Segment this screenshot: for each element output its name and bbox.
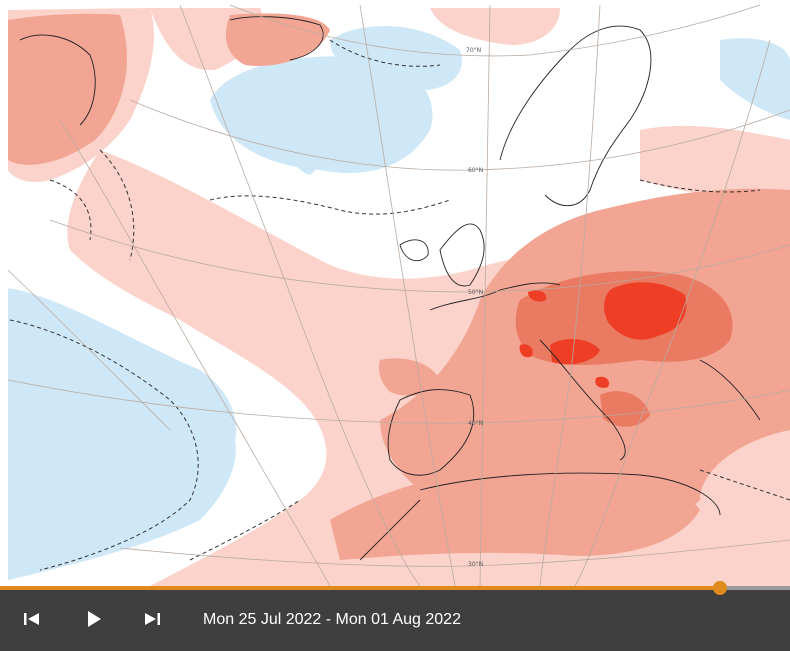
animation-player-bar: Mon 25 Jul 2022 - Mon 01 Aug 2022 — [0, 581, 790, 651]
skip-to-start-button[interactable] — [18, 608, 46, 634]
skip-to-end-button[interactable] — [138, 608, 166, 634]
lat-label-60: 60°N — [468, 167, 483, 174]
longitude-lines — [7, 4, 771, 586]
date-range-label: Mon 25 Jul 2022 - Mon 01 Aug 2022 — [203, 611, 461, 628]
dashed-contours — [9, 39, 790, 571]
play-button[interactable] — [80, 608, 108, 634]
latitude-labels: 70°N 60°N 50°N 40°N 30°N — [466, 47, 483, 568]
lat-label-40: 40°N — [468, 420, 483, 427]
timeline-scrubber[interactable] — [0, 581, 790, 595]
cool-anomaly-areas — [8, 26, 790, 580]
timeline-progress — [0, 586, 721, 590]
latitude-lines — [7, 4, 790, 567]
lat-label-30: 30°N — [468, 561, 483, 568]
play-icon — [86, 610, 102, 633]
lat-label-70: 70°N — [466, 47, 481, 54]
skip-to-end-icon — [143, 611, 161, 632]
coastlines — [19, 16, 761, 561]
timeline-handle[interactable] — [713, 581, 728, 595]
hot-anomaly-areas — [519, 282, 687, 388]
skip-to-start-icon — [23, 611, 41, 632]
temperature-anomaly-map: 70°N 60°N 50°N 40°N 30°N — [7, 4, 790, 586]
lat-label-50: 50°N — [468, 289, 483, 296]
